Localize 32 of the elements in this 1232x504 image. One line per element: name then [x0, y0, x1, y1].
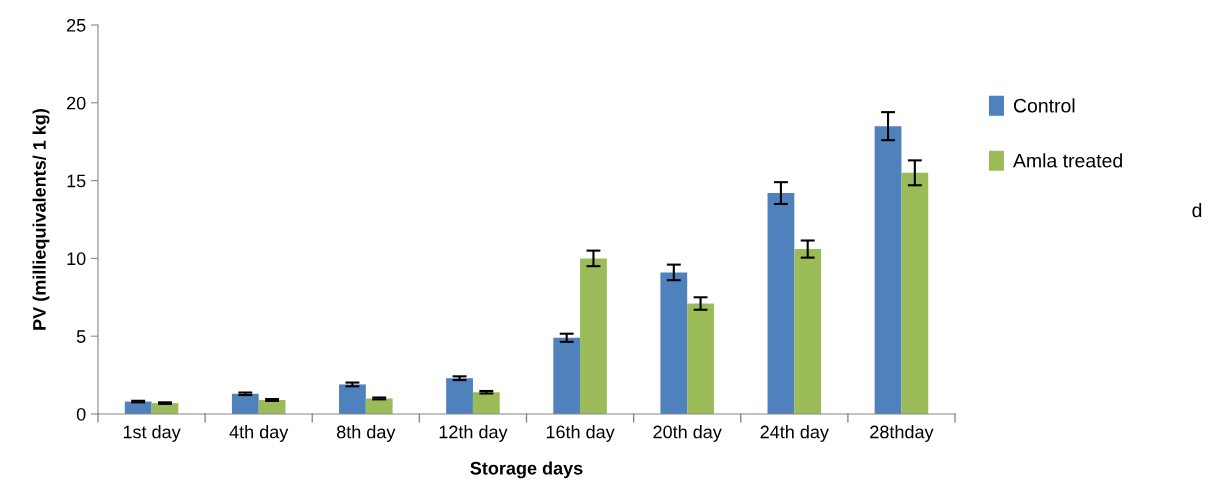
- x-tick-label: 20th day: [653, 425, 722, 442]
- x-tick-label: 28thday: [870, 425, 934, 442]
- y-tick-label: 0: [76, 407, 86, 421]
- bar: [794, 249, 822, 414]
- text: d: [1192, 202, 1202, 218]
- bar: [231, 393, 259, 414]
- bar: [472, 392, 500, 414]
- bar: [365, 398, 393, 414]
- x-tick-label: 1st day: [123, 425, 181, 442]
- x-tick-label: 8th day: [336, 425, 396, 442]
- y-tick-label: 10: [67, 252, 86, 266]
- y-tick-label: 15: [67, 174, 86, 188]
- legend-label: Amla treated: [1013, 153, 1122, 168]
- x-axis-title: Storage days: [470, 461, 583, 479]
- y-tick-label: 20: [67, 96, 86, 110]
- bar: [580, 258, 607, 414]
- y-tick-label: 5: [76, 330, 86, 343]
- bar: [339, 384, 366, 414]
- bar: [553, 337, 581, 414]
- bar: [874, 126, 902, 414]
- y-tick-label: 25: [67, 18, 86, 32]
- bar: [767, 193, 795, 414]
- bar: [687, 303, 714, 414]
- bar: [660, 272, 688, 414]
- bar: [446, 378, 473, 414]
- y-axis-title: PV (milliequivalents/ 1 kg): [32, 109, 50, 330]
- x-tick-label: 4th day: [229, 425, 289, 442]
- legend-label: Control: [1013, 98, 1075, 113]
- x-tick-label: 24th day: [760, 425, 829, 442]
- bar: [901, 172, 929, 414]
- x-tick-label: 16th day: [546, 425, 615, 442]
- x-tick-label: 12th day: [439, 425, 508, 442]
